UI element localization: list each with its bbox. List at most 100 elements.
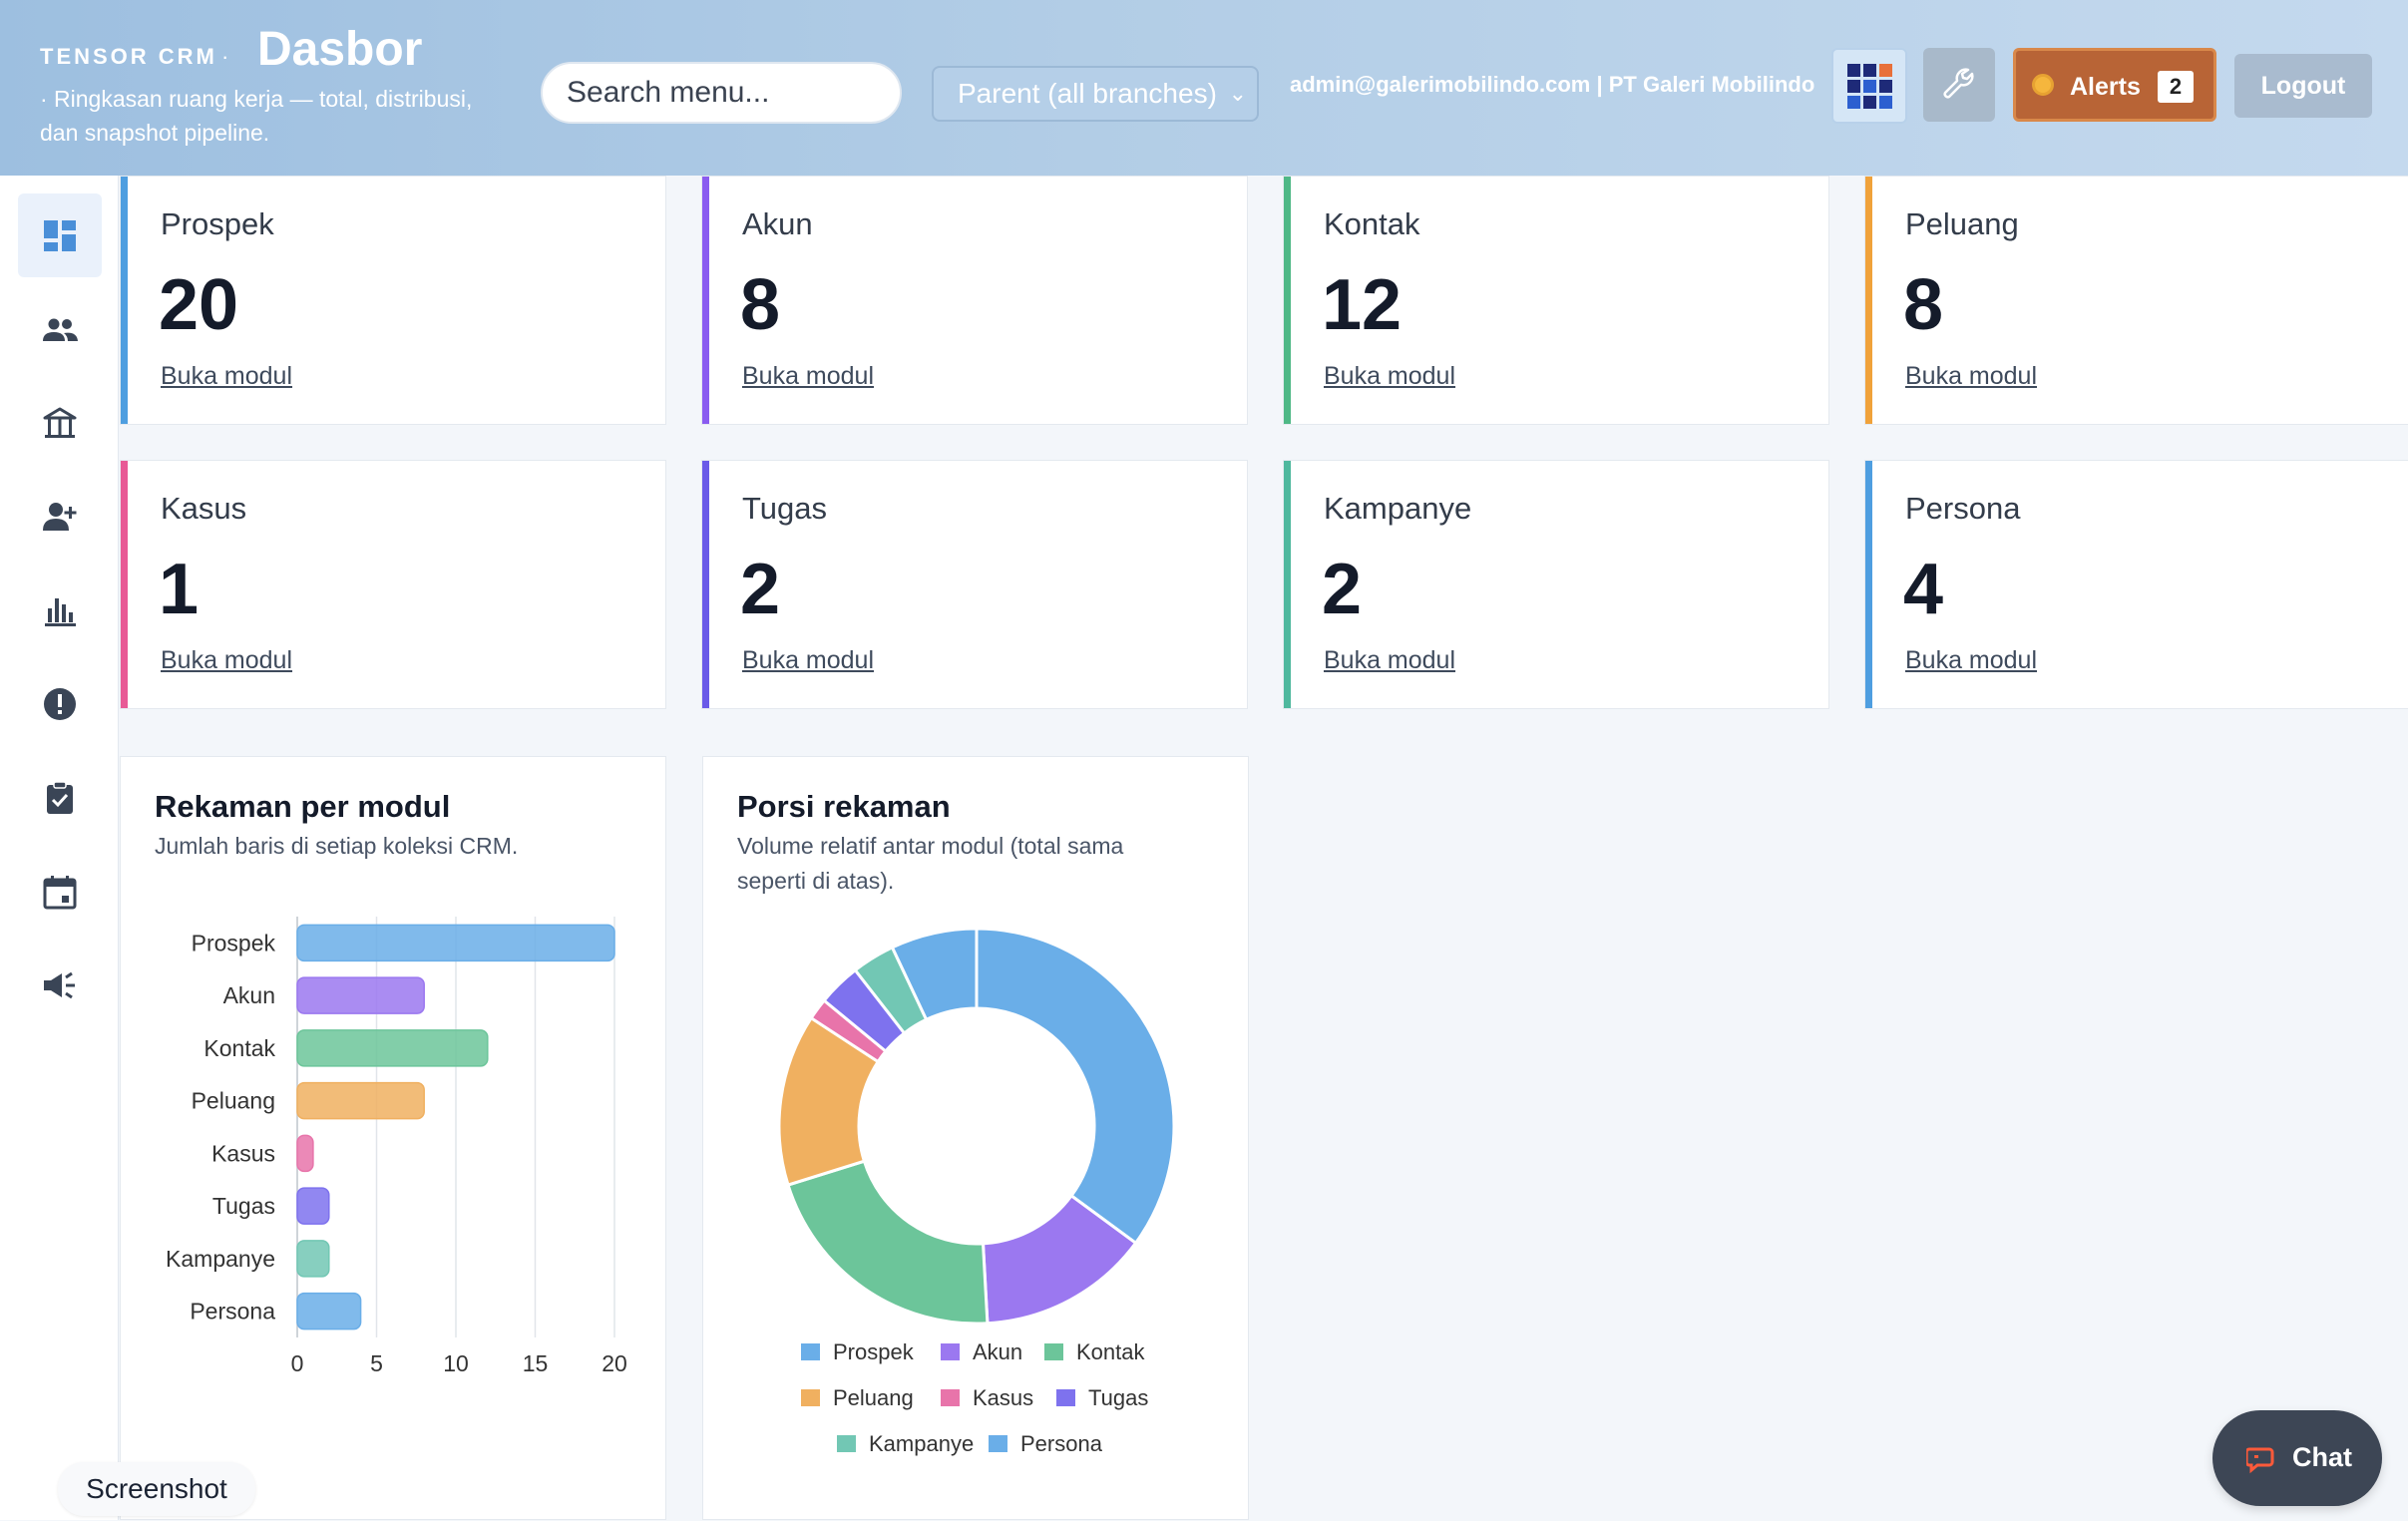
x-tick-label: 5 — [370, 1350, 383, 1376]
chat-label: Chat — [2292, 1442, 2352, 1472]
open-module-link[interactable]: Buka modul — [161, 646, 293, 674]
kpi-accent-bar — [121, 177, 128, 424]
open-module-link[interactable]: Buka modul — [742, 646, 875, 674]
kpi-value: 12 — [1322, 265, 1403, 345]
open-module-link[interactable]: Buka modul — [1324, 362, 1456, 390]
y-category-label: Tugas — [212, 1193, 275, 1219]
page-title: Dasbor — [257, 23, 423, 76]
kpi-name: Peluang — [1905, 206, 2019, 241]
bar-peluang — [296, 1081, 425, 1120]
user-info: admin@galerimobilindo.com | PT Galeri Mo… — [1290, 72, 1815, 97]
kpi-name: Kontak — [1324, 206, 1420, 241]
sidebar-item-calendar[interactable] — [18, 850, 102, 934]
brand-name: TENSOR CRM — [40, 44, 217, 69]
open-module-link[interactable]: Buka modul — [1905, 362, 2038, 390]
legend-label: Tugas — [1088, 1385, 1148, 1410]
bar-chart-title: Rekaman per modul — [155, 789, 451, 824]
kpi-value: 20 — [159, 265, 239, 345]
kpi-value: 2 — [740, 550, 781, 629]
sidebar-item-cases[interactable] — [18, 662, 102, 746]
kpi-card-persona: Persona 4 Buka modul — [1864, 460, 2408, 709]
kpi-value: 2 — [1322, 550, 1363, 629]
open-module-link[interactable]: Buka modul — [1324, 646, 1456, 674]
megaphone-icon — [44, 971, 75, 999]
kpi-accent-bar — [1865, 461, 1872, 708]
app-grid-button[interactable] — [1831, 48, 1907, 124]
bank-icon — [43, 407, 77, 438]
kpi-accent-bar — [1284, 461, 1291, 708]
legend-label: Persona — [1020, 1431, 1103, 1456]
kpi-name: Tugas — [742, 491, 828, 526]
chevron-down-icon: ⌄ — [1228, 81, 1247, 106]
kpi-name: Kasus — [161, 491, 247, 526]
kpi-accent-bar — [1865, 177, 1872, 424]
people-icon — [43, 318, 78, 341]
donut-chart-subtitle: Volume relatif antar modul (total sama s… — [737, 833, 1124, 894]
kpi-card-peluang: Peluang 8 Buka modul — [1864, 176, 2408, 425]
donut-chart-panel: Porsi rekaman Volume relatif antar modul… — [702, 756, 1249, 1520]
kpi-value: 8 — [740, 265, 781, 345]
clipboard-check-icon — [47, 781, 73, 814]
page-subtitle: · Ringkasan ruang kerja — total, distrib… — [40, 86, 473, 146]
top-header: TENSOR CRM · Dasbor · Ringkasan ruang ke… — [0, 0, 2408, 176]
sidebar — [0, 176, 119, 1520]
kpi-name: Prospek — [161, 206, 274, 241]
donut-chart: Prospek Akun Kontak Peluang Kasus Tugas Kampan… — [777, 927, 1176, 1456]
y-category-label: Kampanye — [166, 1246, 275, 1272]
kpi-card-kampanye: Kampanye 2 Buka modul — [1283, 460, 1829, 709]
y-category-label: Kasus — [211, 1140, 275, 1166]
sidebar-item-accounts[interactable] — [18, 381, 102, 465]
legend-swatch — [941, 1343, 960, 1360]
sidebar-item-contacts[interactable] — [18, 475, 102, 559]
kpi-card-kasus: Kasus 1 Buka modul — [120, 460, 666, 709]
alerts-label: Alerts — [2070, 73, 2141, 101]
x-tick-label: 10 — [443, 1350, 469, 1376]
kpi-accent-bar — [702, 461, 709, 708]
wrench-icon — [1943, 68, 1974, 99]
kpi-accent-bar — [1284, 177, 1291, 424]
alerts-button[interactable]: Alerts 2 — [2013, 48, 2216, 122]
legend-label: Kampanye — [869, 1431, 974, 1456]
kpi-value: 1 — [159, 550, 200, 629]
bar-kasus — [296, 1134, 314, 1173]
logout-button[interactable]: Logout — [2234, 54, 2372, 118]
alerts-count-badge: 2 — [2158, 71, 2194, 103]
kpi-value: 8 — [1903, 265, 1944, 345]
kpi-name: Kampanye — [1324, 491, 1472, 526]
open-module-link[interactable]: Buka modul — [161, 362, 293, 390]
y-category-label: Akun — [223, 982, 275, 1008]
alert-circle-icon — [44, 688, 76, 720]
bar-tugas — [296, 1187, 330, 1225]
kpi-name: Akun — [742, 206, 813, 241]
branch-select-value: Parent (all branches) — [958, 78, 1217, 109]
kpi-card-akun: Akun 8 Buka modul — [701, 176, 1248, 425]
legend-label: Peluang — [833, 1385, 914, 1410]
sidebar-item-dashboard[interactable] — [18, 193, 102, 277]
open-module-link[interactable]: Buka modul — [1905, 646, 2038, 674]
sidebar-item-people[interactable] — [18, 287, 102, 371]
donut-chart-title: Porsi rekaman — [737, 789, 951, 824]
legend-label: Kontak — [1076, 1339, 1145, 1364]
bar-chart-icon — [45, 598, 76, 626]
bar-persona — [296, 1292, 362, 1331]
sidebar-item-campaigns[interactable] — [18, 944, 102, 1027]
search-menu-input[interactable] — [541, 62, 902, 124]
sidebar-item-tasks[interactable] — [18, 756, 102, 840]
chat-button[interactable]: Chat — [2212, 1410, 2382, 1506]
sidebar-item-reports[interactable] — [18, 569, 102, 652]
bar-chart-panel: Rekaman per modul Jumlah baris di setiap… — [120, 756, 666, 1520]
dashboard-icon — [44, 220, 76, 251]
kpi-value: 4 — [1903, 550, 1944, 629]
kpi-accent-bar — [121, 461, 128, 708]
tools-button[interactable] — [1923, 48, 1995, 122]
slice-kontak — [786, 1159, 990, 1326]
brand-separator: · — [221, 44, 229, 69]
y-category-label: Prospek — [192, 930, 276, 955]
legend-swatch — [1056, 1389, 1075, 1406]
kpi-accent-bar — [702, 177, 709, 424]
screenshot-label[interactable]: Screenshot — [58, 1462, 255, 1516]
branch-select[interactable]: Parent (all branches) ⌄ — [932, 66, 1259, 122]
x-tick-label: 20 — [602, 1350, 627, 1376]
open-module-link[interactable]: Buka modul — [742, 362, 875, 390]
legend-swatch — [1044, 1343, 1063, 1360]
